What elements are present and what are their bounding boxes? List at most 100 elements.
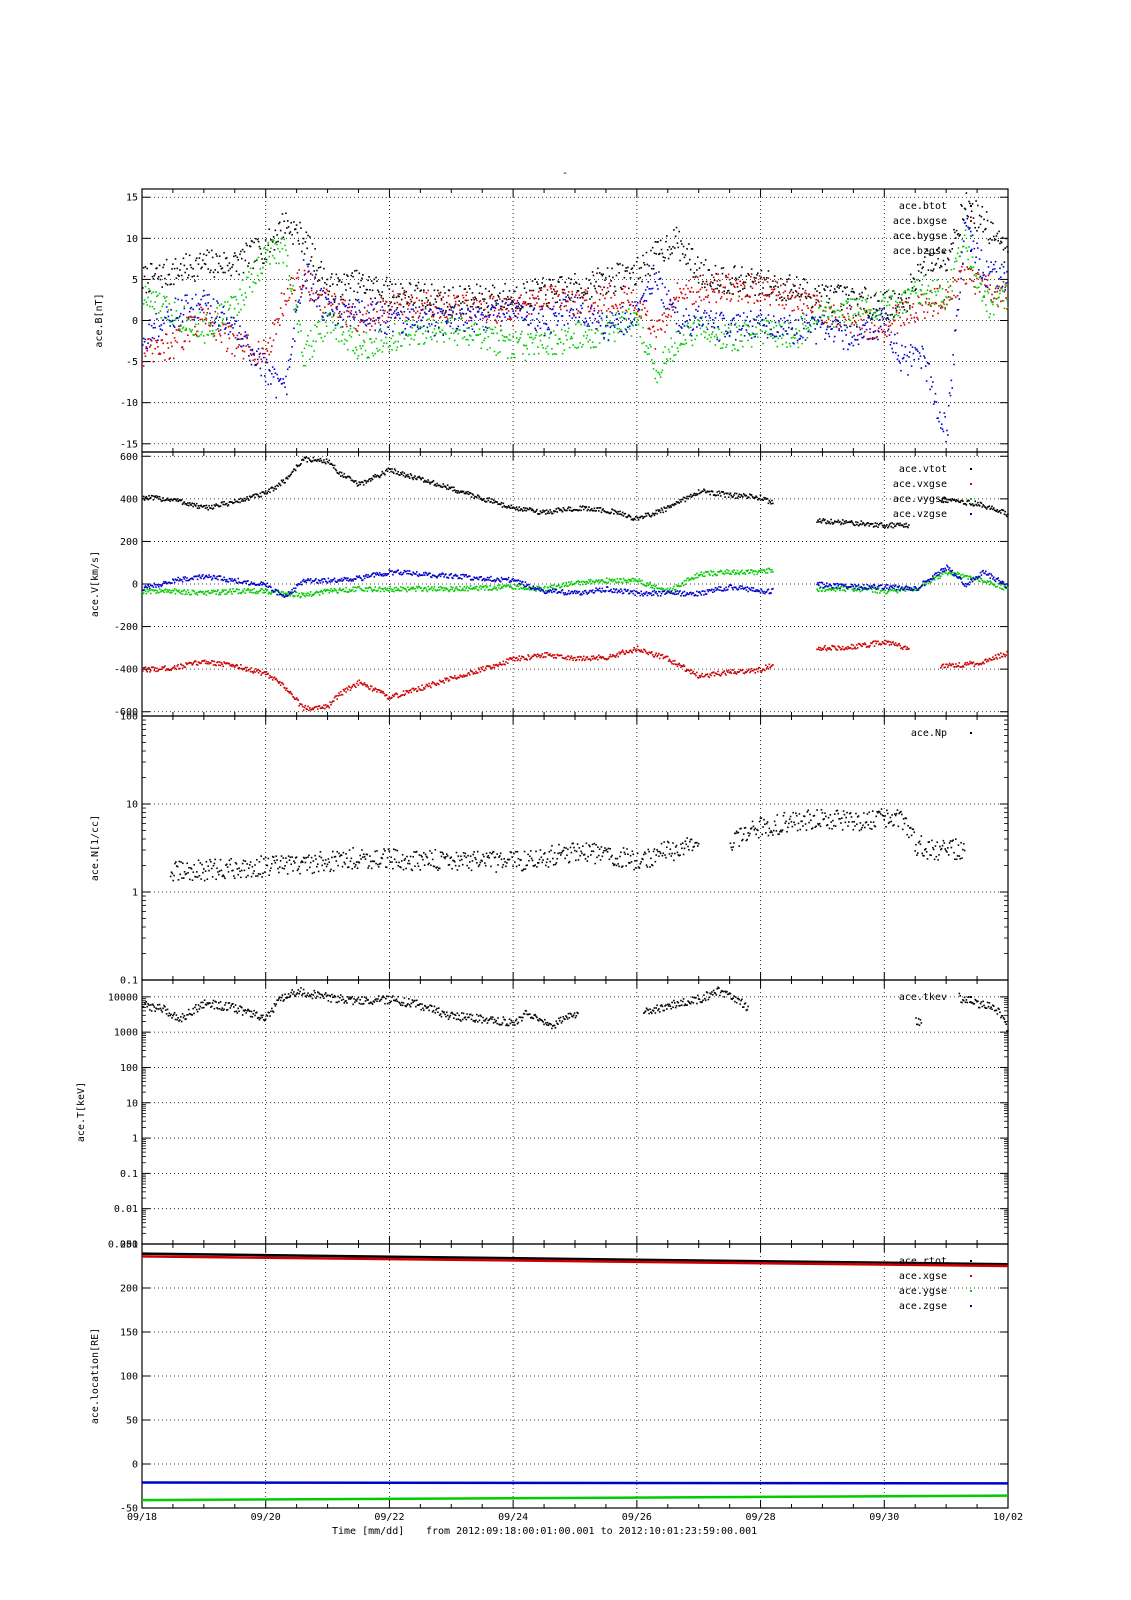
data-point [939, 284, 941, 287]
data-point [966, 500, 969, 503]
data-point [695, 316, 697, 319]
data-point [586, 334, 589, 337]
data-point [893, 290, 895, 292]
data-point [441, 312, 444, 315]
data-point [263, 492, 266, 495]
data-point [1006, 245, 1008, 248]
data-point [887, 525, 890, 528]
data-point [166, 318, 169, 321]
data-point [787, 297, 789, 299]
data-point [550, 331, 552, 334]
data-point [891, 313, 893, 316]
data-point [505, 301, 507, 304]
data-point [907, 288, 909, 290]
data-point [406, 475, 408, 478]
data-point [798, 338, 801, 340]
data-point [344, 338, 346, 341]
data-point [453, 486, 455, 489]
data-point [620, 307, 622, 309]
data-point [257, 348, 260, 350]
data-point [344, 305, 346, 308]
data-point [457, 295, 460, 298]
data-point [144, 355, 147, 357]
data-point [184, 294, 187, 297]
data-point [967, 258, 969, 261]
data-point [609, 319, 612, 322]
data-point [208, 322, 210, 324]
data-point [373, 320, 376, 322]
data-point [810, 318, 813, 320]
data-point [650, 288, 652, 290]
data-point [617, 331, 620, 334]
data-point [673, 502, 676, 505]
data-point [539, 327, 542, 330]
data-point [939, 427, 942, 429]
data-point [708, 490, 711, 493]
data-point [663, 506, 665, 509]
data-point [707, 490, 710, 493]
data-point [972, 217, 975, 219]
data-point [270, 383, 272, 385]
data-point [882, 330, 885, 332]
data-point [840, 302, 842, 305]
data-point [765, 320, 768, 322]
data-point [803, 318, 806, 320]
data-point [641, 515, 643, 518]
data-point [620, 288, 623, 291]
data-point [696, 310, 699, 312]
data-point [855, 521, 857, 523]
data-point [963, 268, 966, 271]
data-point [767, 314, 770, 316]
data-point [876, 318, 878, 320]
data-point [450, 486, 453, 489]
data-point [860, 318, 863, 321]
data-point [242, 344, 245, 347]
data-point [729, 492, 732, 495]
data-point [915, 292, 917, 294]
data-point [210, 316, 213, 319]
data-point [413, 476, 415, 479]
data-point [399, 317, 401, 320]
data-point [173, 498, 176, 500]
data-point [909, 351, 911, 354]
data-point [943, 496, 946, 499]
data-point [688, 258, 691, 261]
data-point [506, 357, 509, 359]
data-point [666, 505, 669, 507]
data-point [668, 351, 671, 353]
data-point [963, 207, 966, 210]
data-point [251, 349, 254, 352]
data-point [996, 232, 999, 235]
data-point [260, 495, 263, 498]
data-point [796, 306, 799, 308]
data-point [193, 318, 195, 321]
data-point [624, 270, 627, 272]
data-point [711, 288, 713, 290]
data-point [590, 508, 593, 510]
data-point [793, 285, 795, 287]
data-point [932, 268, 935, 270]
data-point [639, 276, 642, 279]
data-point [714, 344, 717, 346]
data-point [605, 316, 608, 319]
data-point [452, 489, 454, 492]
data-point [163, 295, 165, 298]
data-point [923, 311, 925, 313]
data-point [282, 479, 285, 481]
data-point [354, 306, 356, 308]
data-point [560, 315, 563, 317]
data-point [711, 331, 714, 333]
data-point [263, 258, 266, 260]
data-point [374, 329, 377, 332]
y-tick-label: -400 [114, 665, 138, 676]
data-point [320, 337, 323, 339]
data-point [882, 526, 885, 529]
data-point [848, 520, 851, 523]
data-point [430, 338, 433, 341]
data-point [217, 325, 220, 327]
data-point [689, 326, 692, 329]
data-point [219, 505, 222, 507]
data-point [630, 518, 633, 521]
data-point [933, 287, 936, 290]
data-point [747, 324, 749, 327]
